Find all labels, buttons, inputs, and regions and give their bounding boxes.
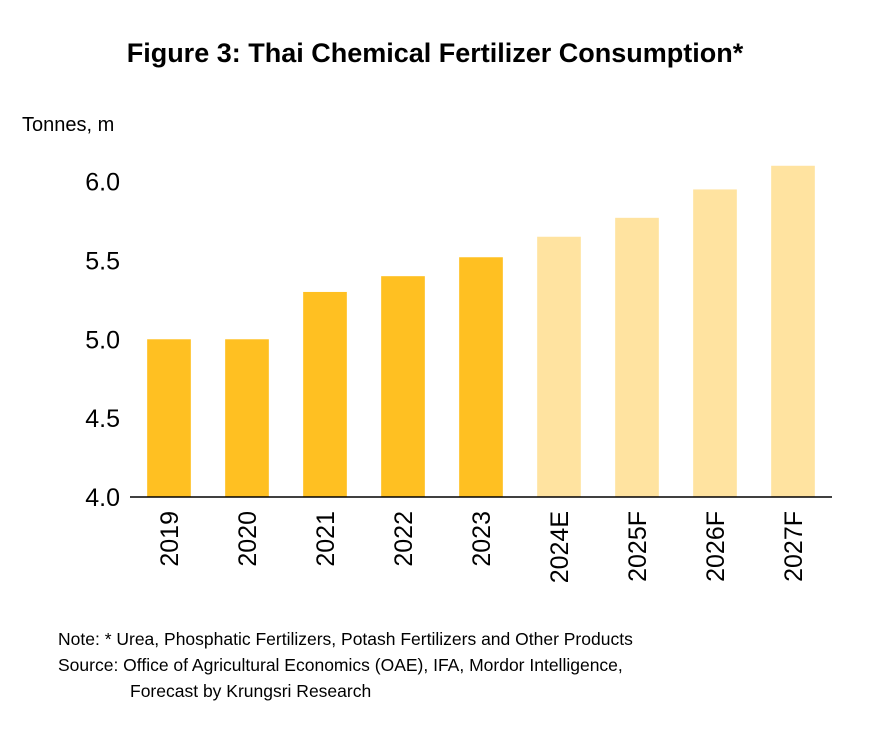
y-tick-label: 6.0 <box>85 169 120 197</box>
y-axis-ticks: 4.0 4.5 5.0 5.5 6.0 <box>85 169 120 512</box>
source-line-1: Source: Office of Agricultural Economics… <box>58 655 623 675</box>
bar-2021 <box>303 291 347 497</box>
bar-2025f <box>615 217 659 497</box>
bars <box>147 165 815 497</box>
y-axis-label: Tonnes, m <box>22 114 114 136</box>
bar-2019 <box>147 339 191 497</box>
footnote: Note: * Urea, Phosphatic Fertilizers, Po… <box>58 626 633 704</box>
chart-title: Figure 3: Thai Chemical Fertilizer Consu… <box>126 38 744 68</box>
bar-2022 <box>381 276 425 497</box>
note-line: Note: * Urea, Phosphatic Fertilizers, Po… <box>58 629 633 649</box>
x-tick-label: 2021 <box>312 511 340 567</box>
y-tick-label: 5.5 <box>85 247 120 275</box>
x-tick-label: 2026F <box>702 511 730 582</box>
bar-2027f <box>771 165 815 497</box>
x-axis-ticks: 2019 2020 2021 2022 2023 2024E 2025F 2026F 2027F <box>156 511 808 583</box>
x-tick-label: 2020 <box>234 511 262 567</box>
bar-chart: Tonnes, m 4.04.55.05.56.0 2019 2020 2021 20… <box>22 114 832 583</box>
source-line-2: Forecast by Krungsri Research <box>130 681 372 701</box>
x-tick-label: 2019 <box>156 511 184 567</box>
bar-2020 <box>225 339 269 497</box>
bar-2024e <box>537 236 581 497</box>
x-tick-label: 2022 <box>390 511 418 567</box>
x-tick-label: 2027F <box>780 511 808 582</box>
x-tick-label: 2023 <box>468 511 496 567</box>
y-tick-label: 5.0 <box>85 326 120 354</box>
x-tick-label: 2025F <box>624 511 652 582</box>
y-tick-label: 4.0 <box>85 484 120 512</box>
bar-2026f <box>693 189 737 497</box>
y-tick-label: 4.5 <box>85 405 120 433</box>
bar-2023 <box>459 257 503 497</box>
x-tick-label: 2024E <box>546 511 574 583</box>
